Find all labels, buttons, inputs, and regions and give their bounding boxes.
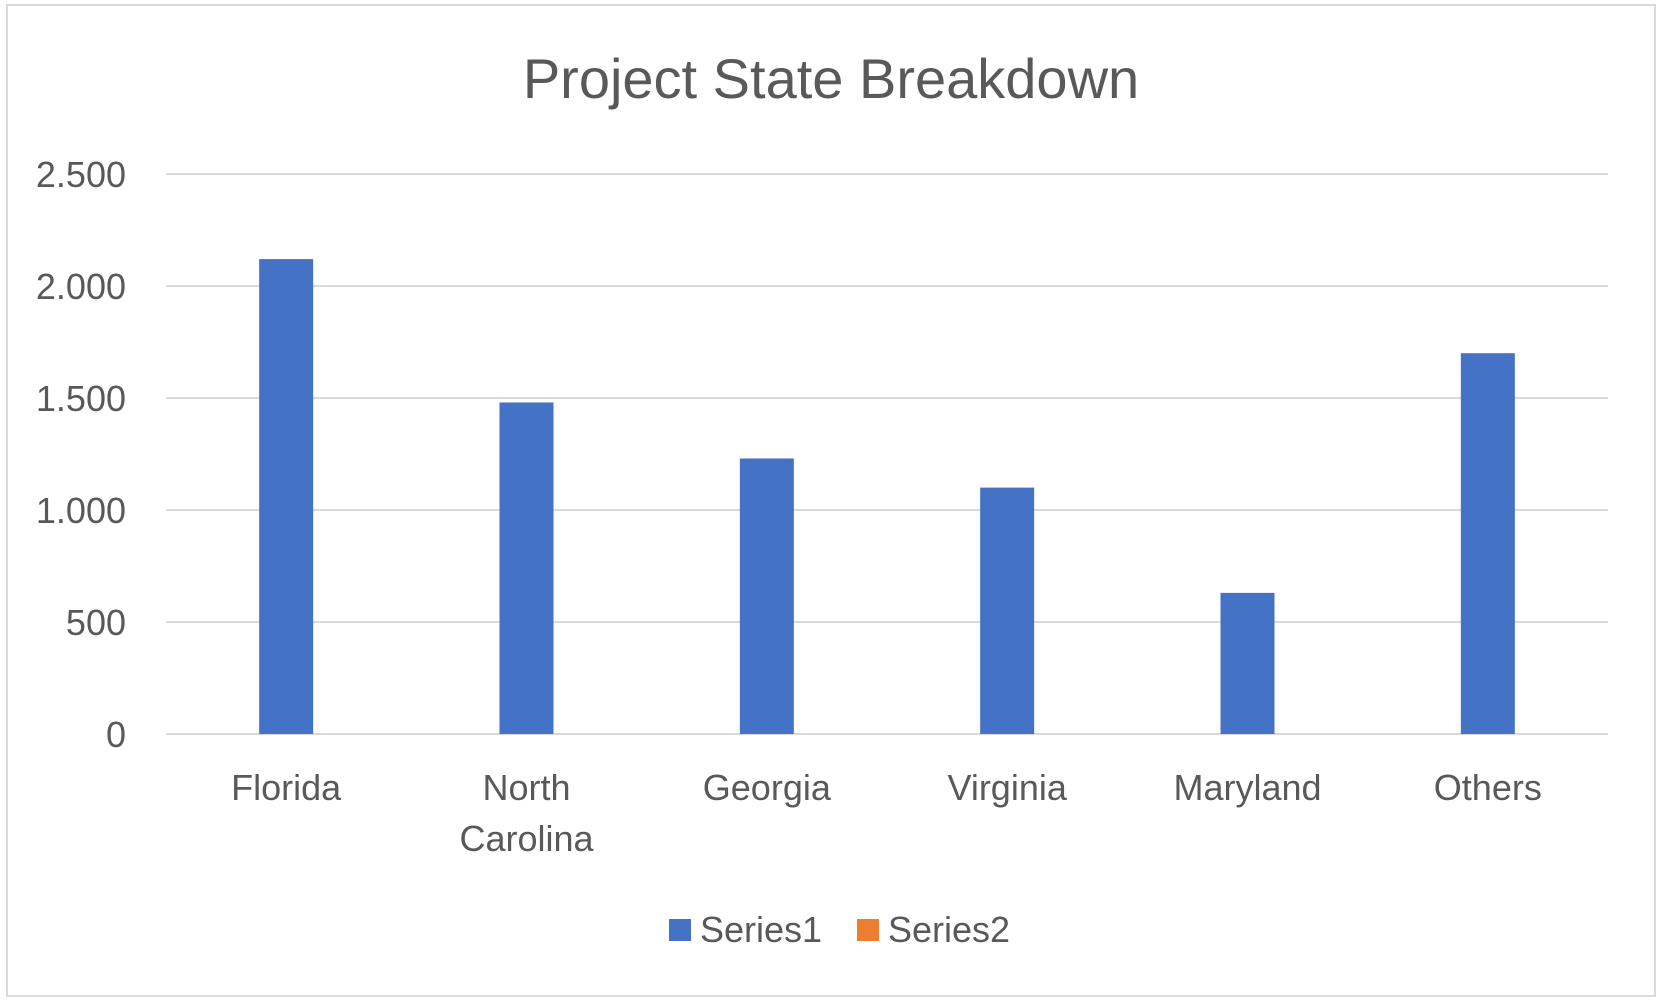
legend-swatch — [669, 919, 691, 941]
y-tick-label: 2.000 — [36, 266, 126, 307]
bar-maryland — [1220, 592, 1275, 734]
x-tick-label-line: Maryland — [1173, 767, 1321, 808]
chart-title: Project State Breakdown — [523, 47, 1139, 110]
x-tick-label: North Carolina — [459, 767, 594, 859]
bar-virginia — [980, 487, 1035, 734]
bar-others — [1460, 353, 1515, 734]
legend-label: Series1 — [700, 909, 822, 950]
x-axis-tick-labels: Florida North Carolina Georgia Virginia Maryl… — [231, 767, 1542, 859]
bar-georgia — [739, 458, 794, 734]
x-tick-label-line: Florida — [231, 767, 342, 808]
y-axis-tick-labels: 0 500 1.000 1.500 2.000 2.500 — [36, 154, 126, 755]
y-tick-label: 0 — [106, 714, 126, 755]
x-tick-label: Florida — [231, 767, 342, 808]
legend-swatch — [857, 919, 879, 941]
y-tick-label: 500 — [66, 602, 126, 643]
bar-florida — [259, 259, 314, 734]
x-tick-label-line: North — [482, 767, 570, 808]
y-tick-label: 1.000 — [36, 490, 126, 531]
y-tick-label: 1.500 — [36, 378, 126, 419]
legend: Series1 Series2 — [669, 909, 1010, 950]
bar-north-carolina — [499, 402, 554, 734]
x-tick-label-line: Carolina — [459, 818, 594, 859]
x-tick-label: Georgia — [703, 767, 832, 808]
x-tick-label-line: Georgia — [703, 767, 832, 808]
x-tick-label: Virginia — [947, 767, 1067, 808]
gridlines — [166, 173, 1608, 735]
x-tick-label-line: Others — [1434, 767, 1542, 808]
x-tick-label: Others — [1434, 767, 1542, 808]
legend-label: Series2 — [888, 909, 1010, 950]
bars — [259, 259, 1515, 734]
y-tick-label: 2.500 — [36, 154, 126, 195]
x-tick-label: Maryland — [1173, 767, 1321, 808]
x-tick-label-line: Virginia — [947, 767, 1067, 808]
